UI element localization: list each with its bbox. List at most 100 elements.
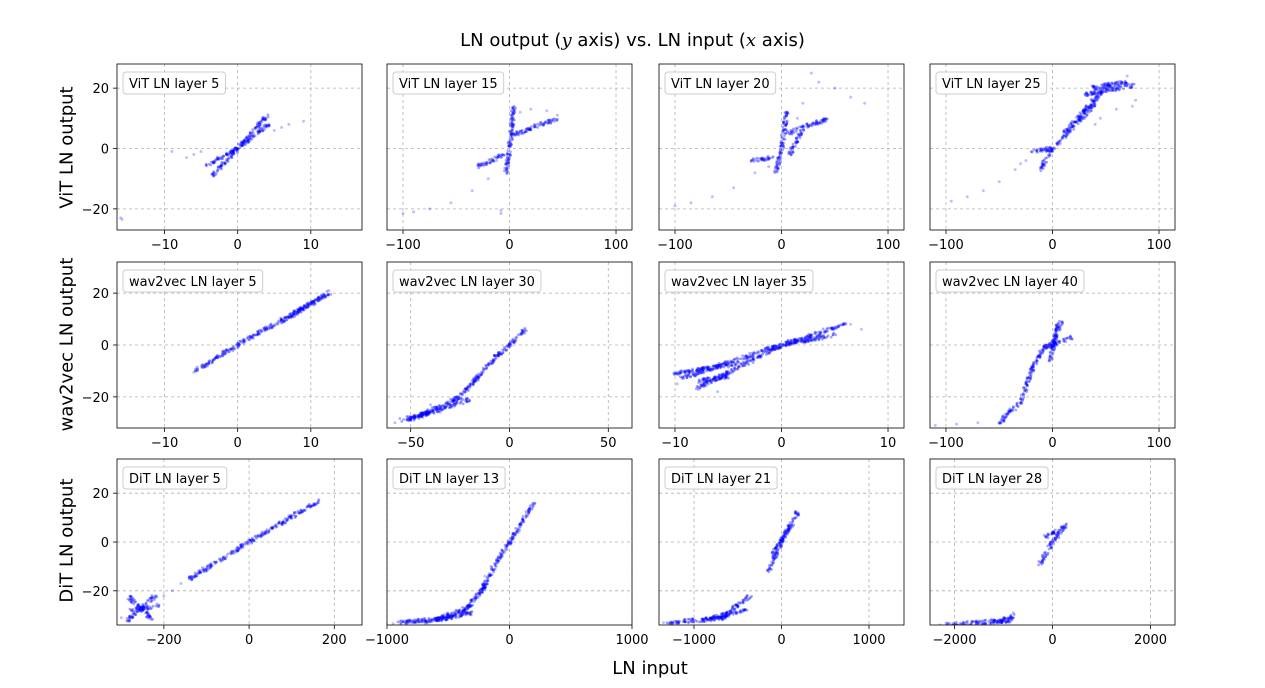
data-point — [509, 154, 512, 157]
data-point — [511, 534, 514, 537]
data-point — [741, 608, 745, 612]
data-point — [326, 293, 330, 297]
data-point — [204, 568, 208, 572]
data-point — [1040, 562, 1044, 566]
data-point — [518, 522, 522, 526]
data-point — [417, 620, 420, 624]
data-point — [687, 374, 691, 377]
data-point — [216, 169, 219, 173]
data-point — [256, 121, 260, 125]
data-point — [292, 315, 296, 319]
data-point — [231, 149, 235, 153]
data-point — [1060, 135, 1064, 139]
data-point — [759, 349, 763, 352]
data-point — [419, 620, 423, 623]
data-point — [506, 149, 510, 153]
data-point — [323, 296, 326, 299]
data-point — [1028, 380, 1031, 383]
data-point — [706, 367, 709, 370]
data-point — [1128, 83, 1131, 87]
data-point — [457, 397, 460, 401]
data-point — [529, 127, 533, 130]
y-tick-label: 20 — [92, 287, 109, 302]
data-point — [145, 611, 149, 614]
data-point — [774, 344, 777, 348]
data-point — [1031, 365, 1035, 369]
data-point — [725, 610, 729, 614]
data-point — [1041, 150, 1044, 153]
data-point — [748, 352, 752, 355]
data-point — [1038, 355, 1042, 359]
data-point — [696, 370, 700, 373]
data-point — [510, 538, 514, 542]
data-point — [782, 532, 786, 536]
data-point — [254, 333, 258, 337]
data-point — [464, 613, 468, 617]
data-point — [756, 355, 760, 359]
data-point — [527, 507, 531, 511]
data-point — [722, 615, 725, 618]
data-point — [434, 407, 438, 411]
data-point — [227, 153, 230, 157]
data-point — [783, 134, 786, 138]
data-point — [476, 375, 480, 378]
data-point — [728, 612, 732, 616]
data-point — [724, 611, 728, 615]
data-point — [238, 343, 242, 346]
data-point — [465, 399, 469, 403]
data-point — [1119, 82, 1123, 86]
data-point — [669, 621, 672, 625]
data-point — [213, 356, 217, 360]
data-point — [488, 574, 492, 577]
data-point — [539, 122, 543, 126]
data-point — [1048, 543, 1052, 546]
data-point — [241, 140, 245, 144]
data-point — [236, 147, 240, 151]
data-point — [429, 618, 433, 622]
data-point — [785, 110, 789, 114]
data-point — [209, 160, 213, 164]
data-point — [1054, 333, 1058, 336]
data-point — [263, 531, 267, 535]
data-point — [705, 377, 709, 380]
data-point — [482, 580, 486, 584]
data-point — [295, 310, 299, 314]
data-point — [239, 544, 243, 547]
data-point — [673, 619, 676, 623]
data-point — [453, 613, 457, 616]
data-point — [661, 621, 665, 625]
data-point — [731, 611, 735, 614]
data-point — [805, 334, 809, 338]
data-point — [771, 344, 774, 348]
data-point — [781, 131, 785, 135]
data-point — [195, 574, 199, 578]
data-point — [722, 361, 726, 365]
data-point — [130, 601, 133, 604]
data-point — [503, 169, 506, 173]
data-point — [833, 86, 837, 90]
data-point — [1039, 561, 1043, 564]
data-point — [682, 620, 686, 624]
data-point — [675, 382, 679, 386]
data-point — [1055, 536, 1059, 539]
data-point — [740, 362, 743, 366]
data-point — [801, 338, 804, 342]
data-point — [782, 138, 785, 141]
data-point — [702, 371, 705, 375]
data-point — [301, 306, 305, 310]
data-point — [235, 548, 239, 552]
data-point — [218, 164, 222, 168]
data-point — [521, 330, 525, 334]
data-point — [259, 126, 263, 130]
data-point — [530, 503, 534, 507]
data-point — [429, 619, 433, 623]
data-point — [1053, 341, 1057, 345]
data-point — [220, 167, 224, 171]
data-point — [1038, 351, 1042, 355]
data-point — [501, 351, 505, 355]
data-point — [442, 616, 445, 620]
data-point — [488, 161, 492, 165]
data-point — [1048, 149, 1052, 153]
data-point — [439, 408, 443, 412]
